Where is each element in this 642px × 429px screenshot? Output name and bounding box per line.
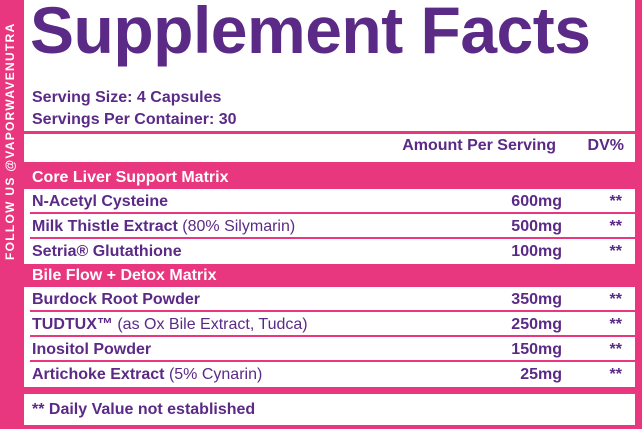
name: TUDTUX™ xyxy=(32,316,113,333)
note: (as Ox Bile Extract, Tudca) xyxy=(117,316,308,333)
note: (5% Cynarin) xyxy=(168,366,263,383)
name: Setria® Glutathione xyxy=(32,243,182,260)
amount: 25mg xyxy=(520,366,562,383)
amount: 600mg xyxy=(511,193,562,210)
daily-value: ** xyxy=(609,341,622,358)
ingredient-name: Burdock Root Powder xyxy=(32,290,200,310)
ingredient-name: Artichoke Extract (5% Cynarin) xyxy=(32,365,262,385)
ingredient-name: Milk Thistle Extract (80% Silymarin) xyxy=(32,217,295,237)
row-divider xyxy=(30,237,636,239)
ingredient-name: N-Acetyl Cysteine xyxy=(32,192,168,212)
side-band: FOLLOW US @VAPORWAVENUTRA xyxy=(0,0,24,429)
ingredient-name: TUDTUX™ (as Ox Bile Extract, Tudca) xyxy=(32,315,308,335)
row-divider xyxy=(30,212,636,214)
amount: 350mg xyxy=(511,291,562,308)
divider xyxy=(24,131,636,134)
title: Supplement Facts xyxy=(30,0,591,67)
daily-value: ** xyxy=(609,218,622,235)
serving-size: Serving Size: 4 Capsules xyxy=(32,89,222,106)
row-divider xyxy=(30,310,636,312)
amount: 500mg xyxy=(511,218,562,235)
divider xyxy=(24,387,636,394)
daily-value: ** xyxy=(609,291,622,308)
amount: 100mg xyxy=(511,243,562,260)
footnote: ** Daily Value not established xyxy=(32,401,256,418)
ingredient-name: Setria® Glutathione xyxy=(32,242,182,262)
daily-value: ** xyxy=(609,193,622,210)
daily-value: ** xyxy=(609,316,622,333)
section-header: Bile Flow + Detox Matrix xyxy=(24,264,636,287)
dv-header: DV% xyxy=(587,137,624,154)
daily-value: ** xyxy=(609,366,622,383)
name: N-Acetyl Cysteine xyxy=(32,193,169,210)
name: Burdock Root Powder xyxy=(32,291,201,308)
right-border xyxy=(635,0,642,429)
name: Artichoke Extract xyxy=(32,366,165,383)
amount: 150mg xyxy=(511,341,562,358)
side-text: FOLLOW US @VAPORWAVENUTRA xyxy=(3,22,17,260)
name: Inositol Powder xyxy=(32,341,152,358)
bottom-border xyxy=(0,425,642,429)
row-divider xyxy=(30,335,636,337)
amount: 250mg xyxy=(511,316,562,333)
name: Milk Thistle Extract xyxy=(32,218,178,235)
daily-value: ** xyxy=(609,243,622,260)
section-header: Core Liver Support Matrix xyxy=(24,166,636,189)
ingredient-name: Inositol Powder xyxy=(32,340,151,360)
servings-per-container: Servings Per Container: 30 xyxy=(32,111,237,128)
divider xyxy=(24,162,636,166)
amount-header: Amount Per Serving xyxy=(402,137,556,154)
note: (80% Silymarin) xyxy=(182,218,296,235)
row-divider xyxy=(30,360,636,362)
